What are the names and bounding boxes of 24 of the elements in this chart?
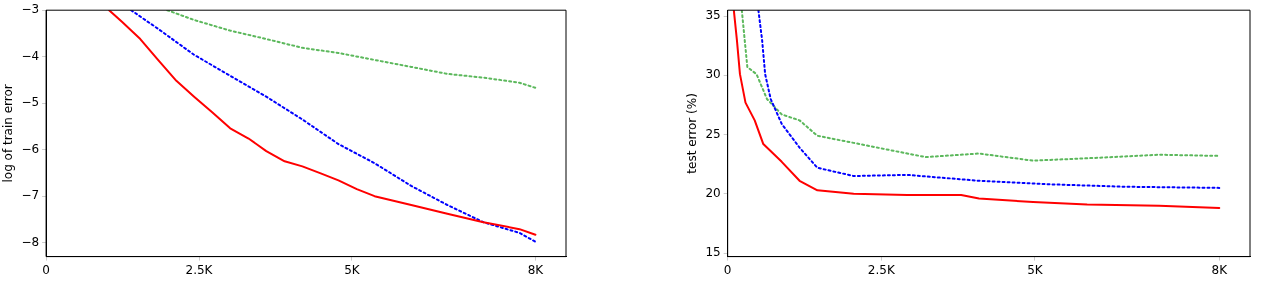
x-tick-label: 2.5K [867, 262, 896, 277]
x-tick-label: 0 [723, 262, 732, 277]
x-tick-label: 8K [527, 262, 545, 277]
y-tick-label: −5 [21, 95, 40, 110]
y-axis-title: log of train error [1, 84, 16, 183]
y-tick-label: 30 [705, 67, 721, 82]
y-tick-label: −6 [21, 141, 40, 156]
y-axis-title: test error (%) [685, 93, 700, 174]
x-tick-label: 8K [1211, 262, 1229, 277]
y-tick-label: −8 [21, 234, 40, 249]
y-tick-label: −7 [21, 188, 40, 203]
y-tick-label: −3 [21, 2, 40, 17]
line-series [740, 10, 1221, 162]
x-tick-label: 0 [42, 262, 50, 277]
x-tick-label: 5K [344, 262, 361, 277]
y-tick-label: 25 [705, 126, 721, 141]
y-tick-label: 35 [705, 8, 721, 23]
y-tick-label: 15 [705, 245, 721, 260]
line-series [757, 10, 1221, 189]
x-tick-label: 5K [1027, 262, 1044, 277]
line-series [166, 10, 537, 89]
y-tick-label: −4 [21, 48, 40, 63]
x-tick-label: 2.5K [185, 262, 214, 277]
y-tick-label: 20 [705, 185, 721, 200]
